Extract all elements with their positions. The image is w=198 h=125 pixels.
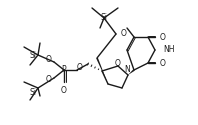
Text: O: O — [160, 58, 166, 68]
Text: O: O — [160, 32, 166, 42]
Text: Si: Si — [101, 14, 108, 22]
Text: N: N — [124, 64, 130, 74]
Text: Si: Si — [29, 88, 36, 97]
Text: O: O — [45, 56, 51, 64]
Text: O: O — [45, 76, 51, 84]
Text: O: O — [77, 62, 83, 72]
Text: Si: Si — [29, 50, 36, 59]
Text: O: O — [61, 86, 67, 95]
Text: P: P — [62, 66, 66, 74]
Text: NH: NH — [163, 46, 174, 54]
Text: O: O — [121, 30, 127, 38]
Polygon shape — [128, 69, 135, 75]
Polygon shape — [96, 58, 108, 84]
Text: O: O — [115, 58, 121, 68]
